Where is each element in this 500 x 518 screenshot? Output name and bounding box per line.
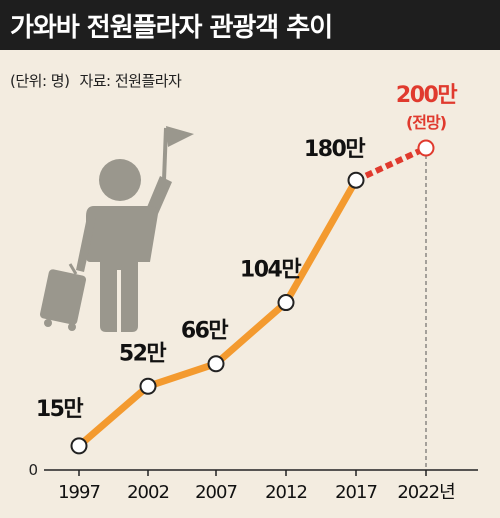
y-tick-label: 0 [28,461,38,479]
x-tick-label: 1997 [58,482,100,503]
unit-note: (단위: 명) [10,72,70,90]
source-note: 자료: 전원플라자 [79,72,182,90]
data-point-projection [417,139,435,157]
data-label: 180만 [304,137,365,162]
x-tick-label: 2012 [265,482,307,503]
chart-title: 가와바 전원플라자 관광객 추이 [0,0,500,50]
data-label: 66만 [181,319,229,344]
series-line-projection [354,145,428,183]
chart-meta: (단위: 명) 자료: 전원플라자 [10,70,182,91]
x-tick-label: 2002 [127,482,169,503]
data-point [139,377,157,395]
x-tick-label: 2007 [195,482,237,503]
projection-note: (전망) [406,113,446,132]
tourist-with-flag-and-suitcase-icon [39,126,194,332]
data-point [347,171,365,189]
data-label: 15만 [36,397,84,422]
data-label: 104만 [240,258,301,283]
data-point [207,355,225,373]
x-tick-label: 2017 [335,482,377,503]
data-label-projection: 200만 [396,83,457,108]
data-point [70,437,88,455]
x-tick-label: 2022년 [397,482,454,503]
data-point [277,294,295,312]
data-label: 52만 [119,341,167,366]
